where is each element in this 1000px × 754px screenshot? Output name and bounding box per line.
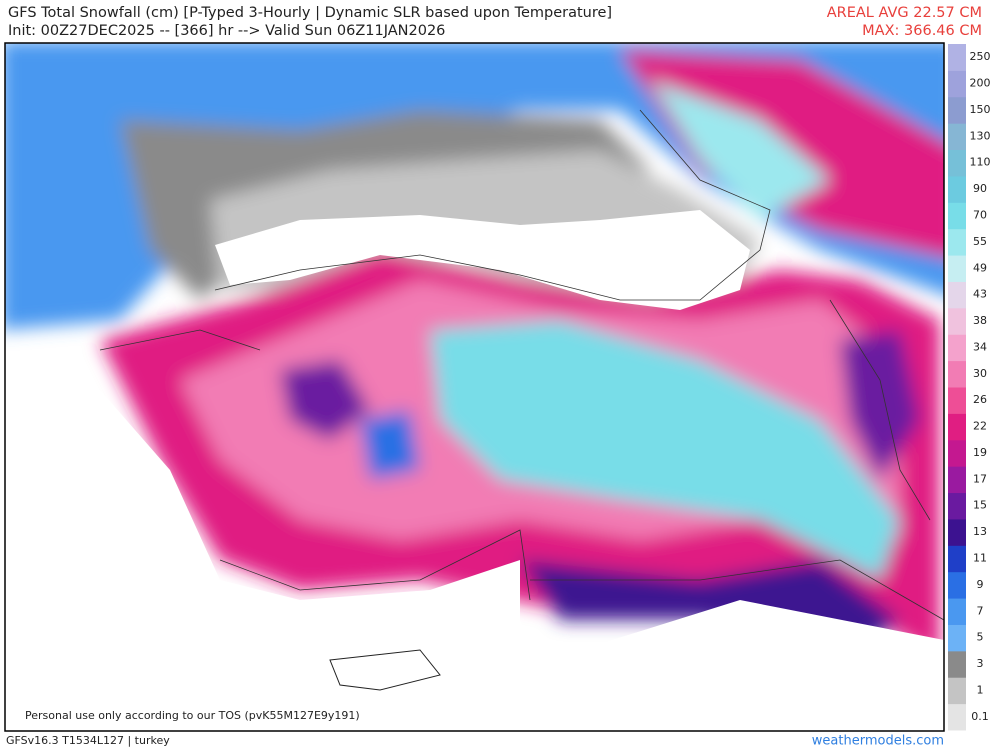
legend-label: 150 bbox=[970, 103, 991, 116]
colorbar: 0.11357911131517192226303438434955709011… bbox=[948, 44, 991, 731]
legend-label: 22 bbox=[973, 420, 987, 433]
legend-swatch bbox=[948, 334, 966, 362]
legend-label: 0.1 bbox=[971, 710, 989, 723]
legend-swatch bbox=[948, 255, 966, 282]
legend-label: 5 bbox=[977, 631, 984, 644]
legend-label: 55 bbox=[973, 235, 987, 248]
legend-label: 250 bbox=[970, 50, 991, 63]
max-value: MAX: 366.46 CM bbox=[862, 23, 982, 39]
legend-label: 110 bbox=[970, 156, 991, 169]
legend-swatch bbox=[948, 677, 966, 705]
legend-swatch bbox=[948, 624, 966, 652]
legend-swatch bbox=[948, 307, 966, 335]
legend-swatch bbox=[948, 413, 966, 441]
legend-swatch bbox=[948, 149, 966, 177]
model-info: GFSv16.3 T1534L127 | turkey bbox=[6, 734, 170, 747]
legend-label: 15 bbox=[973, 499, 987, 512]
subtitle: Init: 00Z27DEC2025 -- [366] hr --> Valid… bbox=[8, 23, 445, 39]
legend-label: 9 bbox=[977, 578, 984, 591]
legend-swatch bbox=[948, 360, 966, 388]
legend-swatch bbox=[948, 439, 966, 467]
legend-label: 49 bbox=[973, 261, 987, 274]
legend-swatch bbox=[948, 44, 966, 71]
legend-label: 11 bbox=[973, 552, 987, 565]
legend-label: 1 bbox=[977, 683, 984, 696]
legend-label: 130 bbox=[970, 129, 991, 142]
legend-label: 19 bbox=[973, 446, 987, 459]
legend-swatch bbox=[948, 466, 966, 494]
legend-swatch bbox=[948, 598, 966, 625]
legend-swatch bbox=[948, 545, 966, 573]
legend-label: 34 bbox=[973, 340, 987, 353]
legend-label: 26 bbox=[973, 393, 987, 406]
legend-label: 7 bbox=[977, 604, 984, 617]
legend-label: 70 bbox=[973, 209, 987, 222]
legend-swatch bbox=[948, 175, 966, 203]
legend-swatch bbox=[948, 70, 966, 98]
legend-label: 38 bbox=[973, 314, 987, 327]
legend-swatch bbox=[948, 650, 966, 678]
legend-label: 200 bbox=[970, 77, 991, 90]
legend-label: 90 bbox=[973, 182, 987, 195]
legend-label: 3 bbox=[977, 657, 984, 670]
title: GFS Total Snowfall (cm) [P-Typed 3-Hourl… bbox=[8, 5, 612, 21]
legend-swatch bbox=[948, 571, 966, 599]
legend-swatch bbox=[948, 518, 966, 546]
legend-swatch bbox=[948, 96, 966, 124]
areal-avg: AREAL AVG 22.57 CM bbox=[827, 5, 982, 21]
legend-swatch bbox=[948, 123, 966, 151]
site-credit: weathermodels.com bbox=[812, 734, 944, 749]
legend-label: 17 bbox=[973, 472, 987, 485]
legend-swatch bbox=[948, 492, 966, 520]
legend-swatch bbox=[948, 387, 966, 414]
disclaimer: Personal use only according to our TOS (… bbox=[25, 709, 360, 722]
legend-label: 30 bbox=[973, 367, 987, 380]
legend-swatch bbox=[948, 703, 966, 731]
map bbox=[5, 43, 944, 731]
legend-swatch bbox=[948, 228, 966, 256]
legend-label: 13 bbox=[973, 525, 987, 538]
legend-label: 43 bbox=[973, 288, 987, 301]
map-frame bbox=[4, 42, 945, 732]
legend-swatch bbox=[948, 202, 966, 230]
legend-swatch bbox=[948, 281, 966, 309]
